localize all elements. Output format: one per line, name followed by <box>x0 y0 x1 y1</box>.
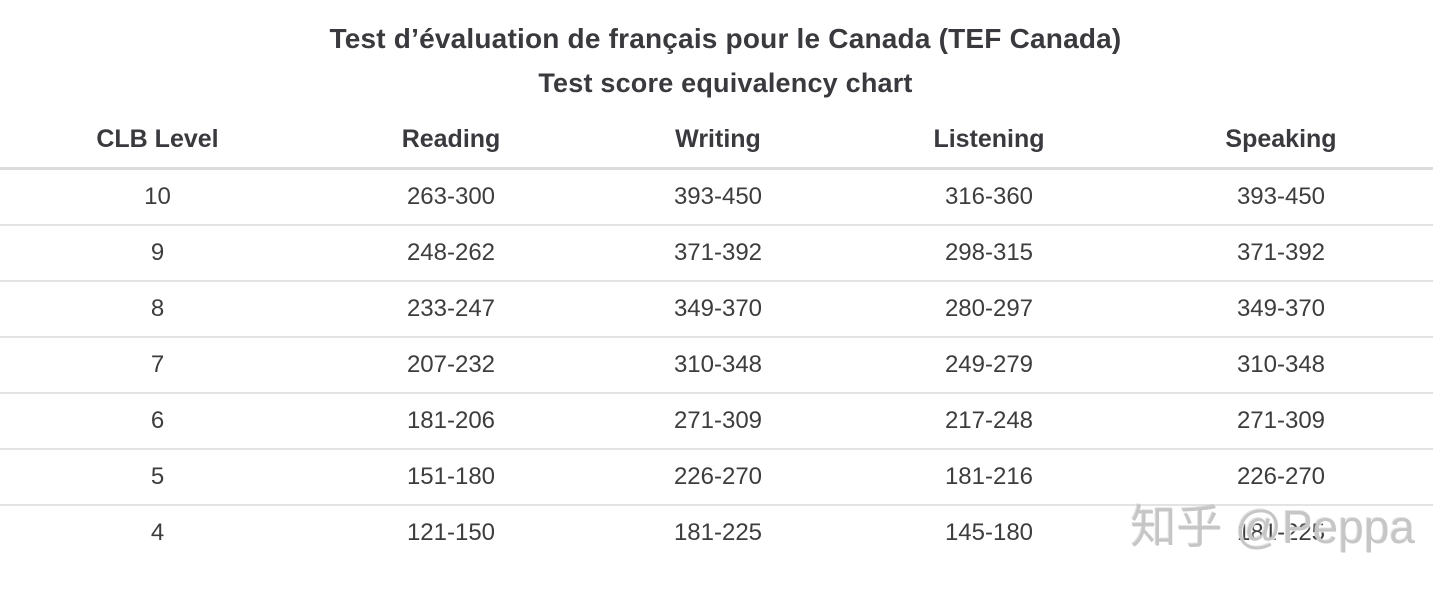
page-header: Test d’évaluation de français pour le Ca… <box>0 0 1451 104</box>
table-cell: 310-348 <box>587 337 849 394</box>
table-cell: 10 <box>0 168 315 226</box>
table-cell: 181-206 <box>315 393 587 450</box>
column-header-listening: Listening <box>849 112 1129 170</box>
table-cell: 181-216 <box>849 449 1129 506</box>
table-cell: 5 <box>0 449 315 506</box>
column-header-speaking: Speaking <box>1129 112 1433 170</box>
column-header-reading: Reading <box>315 112 587 170</box>
table-cell: 181-225 <box>673 519 763 546</box>
table-cell: 217-248 <box>849 393 1129 450</box>
table-cell: 371-392 <box>587 225 849 282</box>
table-cell: 9 <box>0 225 315 282</box>
table-cell: 280-297 <box>849 281 1129 338</box>
table-cell: 226-270 <box>1129 449 1433 506</box>
table-cell: 393-450 <box>1129 168 1433 226</box>
table-cell: 298-315 <box>849 225 1129 282</box>
table-cell: 151-180 <box>315 449 587 506</box>
column-header-writing: Writing <box>587 112 849 170</box>
table-cell: 393-450 <box>587 168 849 226</box>
table-body: 10 263-300 393-450 316-360 393-450 9 248… <box>0 168 1433 561</box>
table-row: 9 248-262 371-392 298-315 371-392 <box>0 225 1433 282</box>
table-cell: 371-392 <box>1129 225 1433 282</box>
table-row: 7 207-232 310-348 249-279 310-348 <box>0 337 1433 394</box>
table-cell: 271-309 <box>587 393 849 450</box>
table-cell: 181-225 <box>1236 519 1326 546</box>
table-row: 10 263-300 393-450 316-360 393-450 <box>0 168 1433 226</box>
table-cell: 207-232 <box>315 337 587 394</box>
table-row: 6 181-206 271-309 217-248 271-309 <box>0 393 1433 450</box>
equivalency-table: CLB Level Reading Writing Listening Spea… <box>0 112 1433 560</box>
page-title: Test d’évaluation de français pour le Ca… <box>329 23 1122 54</box>
header-row: CLB Level Reading Writing Listening Spea… <box>0 112 1433 170</box>
table-cell: 7 <box>0 337 315 394</box>
table-cell: 316-360 <box>849 168 1129 226</box>
table-cell: 145-180 <box>944 519 1034 546</box>
table-cell: 271-309 <box>1129 393 1433 450</box>
table-cell: 349-370 <box>1129 281 1433 338</box>
table-cell: 263-300 <box>315 168 587 226</box>
table-header: CLB Level Reading Writing Listening Spea… <box>0 112 1433 170</box>
table-cell: 248-262 <box>315 225 587 282</box>
table-cell: 226-270 <box>587 449 849 506</box>
table-cell: 8 <box>0 281 315 338</box>
table-cell: 349-370 <box>587 281 849 338</box>
table-cell: 310-348 <box>1129 337 1433 394</box>
table-cell: 6 <box>0 393 315 450</box>
table-cell: 4 <box>150 519 165 546</box>
page-subtitle: Test score equivalency chart <box>538 68 913 98</box>
column-header-clb-level: CLB Level <box>0 112 315 170</box>
table-cell: 233-247 <box>315 281 587 338</box>
table-cell: 121-150 <box>406 519 496 546</box>
table-row: 5 151-180 226-270 181-216 226-270 <box>0 449 1433 506</box>
table-cell: 249-279 <box>849 337 1129 394</box>
table-row: 4 121-150 181-225 145-180 181-225 <box>0 505 1433 560</box>
table-row: 8 233-247 349-370 280-297 349-370 <box>0 281 1433 338</box>
